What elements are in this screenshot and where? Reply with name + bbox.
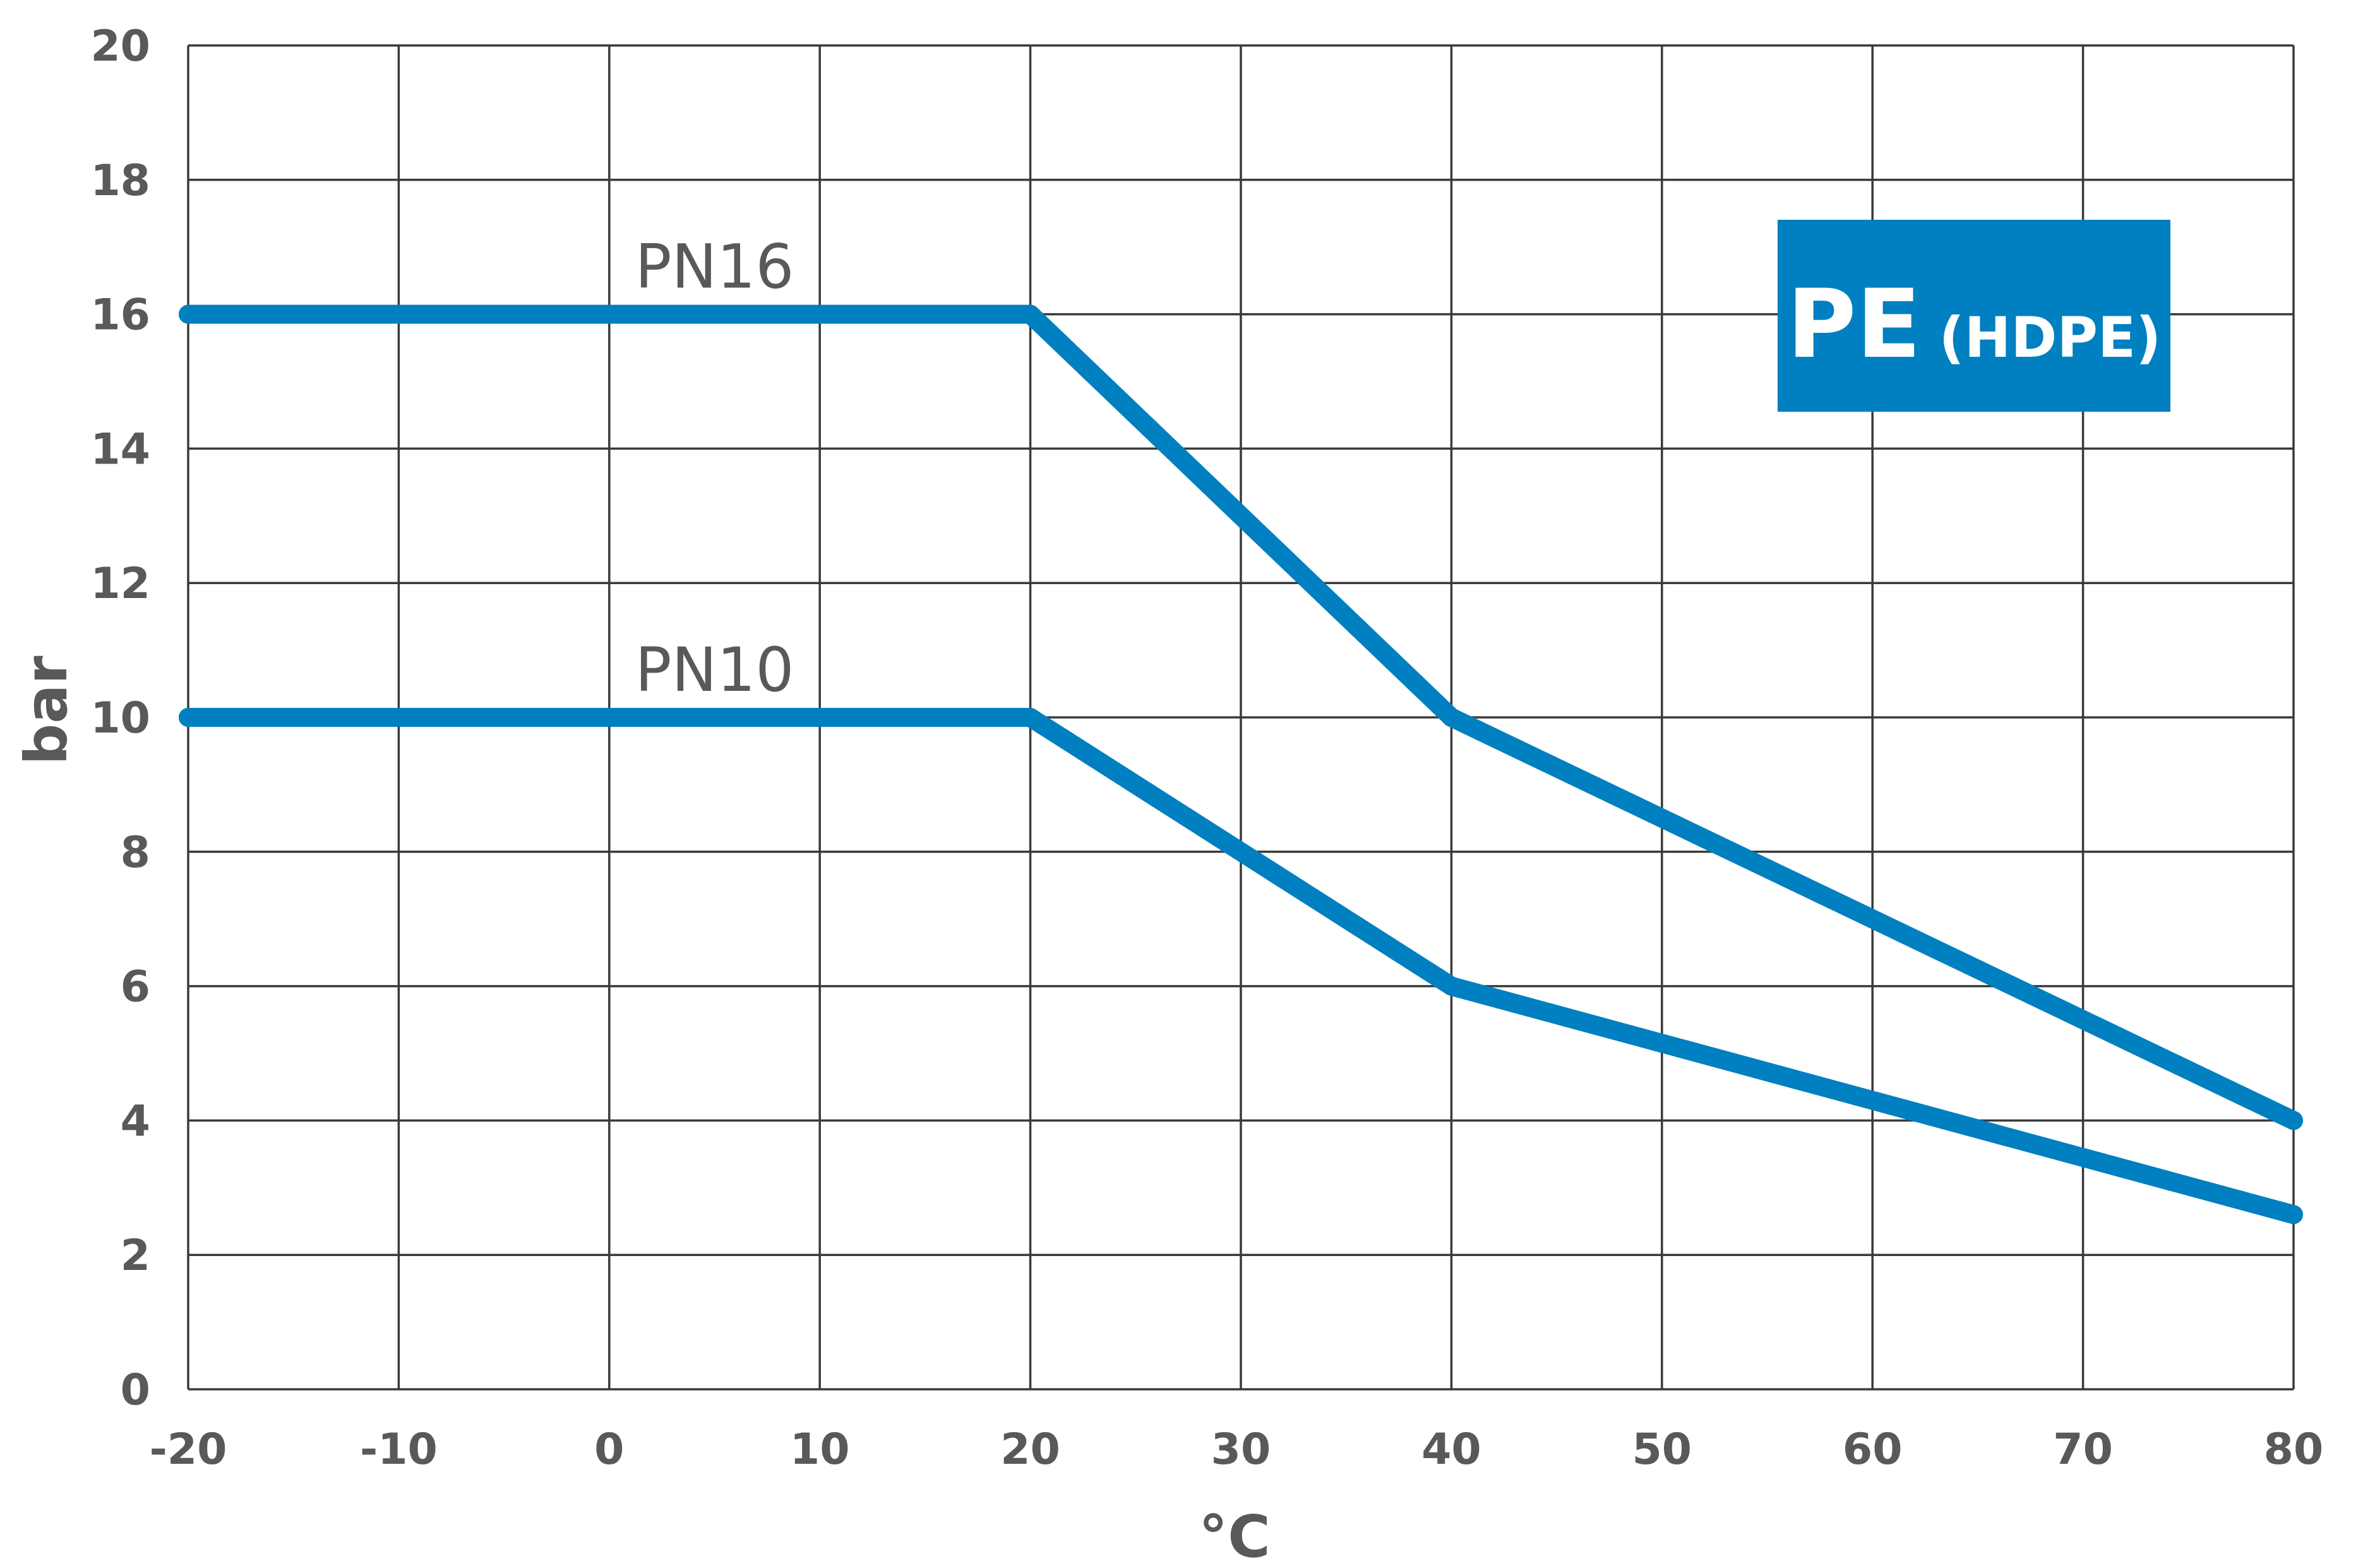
series-labels: PN16 PN10 bbox=[635, 232, 794, 705]
badge-title: PE (HDPE) bbox=[1787, 270, 2162, 380]
x-tick-label-4: 20 bbox=[1000, 1425, 1060, 1475]
x-tick-label-8: 60 bbox=[1843, 1425, 1903, 1475]
x-tick-label-0: -20 bbox=[150, 1425, 227, 1475]
series-label-pn10: PN10 bbox=[635, 635, 794, 705]
series-point-pn10-1 bbox=[1020, 708, 1040, 727]
series-line-pn10 bbox=[179, 708, 2303, 1224]
series-group bbox=[179, 304, 2303, 1224]
x-tick-labels: -20 -10 0 10 20 30 40 50 60 70 80 bbox=[150, 1425, 2324, 1475]
series-point-pn10-2 bbox=[1442, 976, 1461, 996]
x-tick-label-3: 10 bbox=[790, 1425, 850, 1475]
series-point-pn16-3 bbox=[2284, 1111, 2303, 1130]
y-tick-label-2: 4 bbox=[121, 1096, 150, 1146]
series-point-pn16-1 bbox=[1020, 304, 1040, 324]
x-axis-label: °C bbox=[1199, 1503, 1271, 1568]
y-tick-label-9: 18 bbox=[90, 156, 150, 206]
series-point-pn16-0 bbox=[179, 304, 198, 324]
material-badge: PE (HDPE) bbox=[1778, 220, 2170, 412]
series-label-pn16: PN16 bbox=[635, 232, 794, 302]
x-tick-label-6: 40 bbox=[1421, 1425, 1481, 1475]
y-tick-label-10: 20 bbox=[90, 21, 150, 71]
badge-main-text: PE bbox=[1787, 270, 1921, 380]
x-tick-label-7: 50 bbox=[1632, 1425, 1692, 1475]
y-tick-label-6: 12 bbox=[90, 559, 150, 609]
y-tick-label-4: 8 bbox=[121, 828, 150, 878]
x-tick-label-5: 30 bbox=[1211, 1425, 1271, 1475]
x-tick-label-2: 0 bbox=[594, 1425, 624, 1475]
y-tick-label-8: 16 bbox=[90, 290, 150, 340]
series-point-pn10-0 bbox=[179, 708, 198, 727]
y-axis-label: bar bbox=[13, 655, 80, 765]
x-tick-label-1: -10 bbox=[360, 1425, 438, 1475]
series-line-pn16 bbox=[179, 304, 2303, 1130]
y-tick-labels: 0 2 4 6 8 10 12 14 16 18 20 bbox=[90, 21, 150, 1415]
badge-sub-text: (HDPE) bbox=[1939, 305, 2162, 370]
y-tick-label-0: 0 bbox=[121, 1365, 150, 1415]
badge-background bbox=[1778, 220, 2170, 412]
y-tick-label-3: 6 bbox=[121, 962, 150, 1012]
y-tick-label-1: 2 bbox=[121, 1231, 150, 1281]
series-point-pn10-3 bbox=[2284, 1205, 2303, 1224]
y-tick-label-5: 10 bbox=[90, 693, 150, 743]
y-tick-label-7: 14 bbox=[90, 424, 150, 474]
x-tick-label-9: 70 bbox=[2053, 1425, 2113, 1475]
series-point-pn16-2 bbox=[1442, 708, 1461, 727]
x-tick-label-10: 80 bbox=[2264, 1425, 2324, 1475]
